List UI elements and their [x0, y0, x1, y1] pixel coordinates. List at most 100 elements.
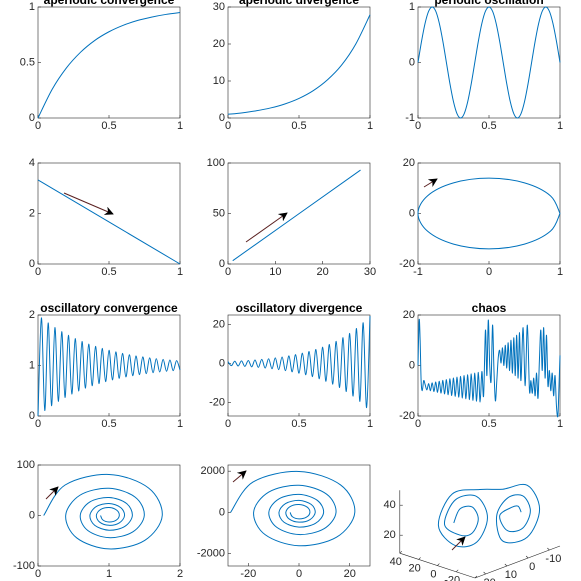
y-tick — [483, 571, 486, 575]
x-tick-label: 0.5 — [101, 418, 116, 430]
x-tick-label: 20 — [408, 562, 420, 574]
axes-box — [227, 314, 371, 417]
arrow — [423, 178, 438, 188]
x-tick-label: 0 — [486, 266, 492, 278]
y-tick-label: 1 — [409, 1, 415, 13]
data-line — [417, 177, 561, 250]
data-line — [37, 317, 181, 417]
y-tick-label: 100 — [207, 157, 225, 169]
x-tick-label: 0.5 — [481, 418, 496, 430]
y-tick-label: 10 — [213, 75, 225, 87]
x-tick — [418, 557, 421, 560]
y-tick-label: 2 — [29, 309, 35, 321]
y-tick-label: 0.5 — [20, 56, 35, 68]
y-tick-label: -20 — [399, 410, 415, 422]
arrow — [245, 212, 288, 243]
x-tick-label: 0 — [225, 120, 231, 132]
x-tick-label: 20 — [317, 266, 329, 278]
y-tick-label: -20 — [209, 396, 225, 408]
x-tick-label: 2 — [177, 568, 183, 580]
x-tick-label: 0 — [35, 568, 41, 580]
y-tick-label: 2 — [29, 207, 35, 219]
y-tick-label: 30 — [213, 1, 225, 13]
x-tick-label: 1 — [367, 120, 373, 132]
x-tick-label: 1 — [177, 266, 183, 278]
y-tick-label: 0 — [219, 357, 225, 369]
z-tick-label: 40 — [384, 499, 396, 511]
data-line — [37, 179, 181, 265]
y-tick — [504, 563, 508, 567]
axes-box — [227, 464, 371, 567]
subplot-title: periodic oscillation — [434, 0, 543, 7]
x-tick-label: 30 — [364, 266, 376, 278]
x-tick — [455, 569, 459, 573]
x-tick-label: 0 — [415, 120, 421, 132]
x-tick-label: -1 — [413, 266, 423, 278]
y-tick — [547, 547, 550, 551]
x-tick-label: 1 — [557, 266, 563, 278]
x-tick-label: -20 — [444, 575, 460, 581]
data-line — [230, 470, 356, 547]
data-line — [417, 318, 561, 418]
axes-box — [417, 162, 561, 265]
x-tick-label: 20 — [344, 568, 356, 580]
y-tick-label: 2000 — [201, 465, 225, 477]
x-tick-label: 0 — [296, 568, 302, 580]
y-tick-label: -20 — [399, 258, 415, 270]
y-tick-label: 0 — [29, 112, 35, 124]
arrow — [45, 486, 59, 500]
subplot-title: oscillatory convergence — [40, 301, 178, 315]
x-tick — [437, 563, 440, 566]
y-tick-label: 20 — [484, 577, 496, 581]
x-tick-label: -20 — [240, 568, 256, 580]
y-tick-label: 0 — [529, 561, 535, 573]
data-line — [37, 12, 181, 119]
arrow — [232, 470, 247, 483]
y-tick-label: -100 — [13, 560, 35, 572]
x-tick-label: 40 — [390, 556, 402, 568]
x-tick-label: 0.5 — [101, 266, 116, 278]
x-tick-label: 1 — [106, 568, 112, 580]
subplot-title: aperiodic divergence — [239, 0, 359, 7]
y-tick-label: 0 — [29, 410, 35, 422]
axis-line — [474, 545, 561, 579]
x-tick-label: 1 — [177, 120, 183, 132]
y-tick-label: 50 — [213, 207, 225, 219]
x-tick-label: 0 — [430, 569, 436, 581]
axes-box — [37, 6, 181, 119]
y-tick — [525, 555, 529, 559]
y-tick-label: 4 — [29, 157, 35, 169]
y-tick-label: 0 — [409, 56, 415, 68]
y-tick-label: 20 — [403, 157, 415, 169]
axes-box — [37, 162, 181, 265]
x-tick-label: 0 — [415, 418, 421, 430]
axes-box — [37, 314, 181, 417]
x-tick-label: 1 — [367, 418, 373, 430]
annotations — [45, 178, 466, 551]
axes-box — [37, 464, 181, 567]
y-tick-label: 0 — [29, 258, 35, 270]
data-line — [227, 14, 371, 115]
y-tick-label: -10 — [545, 553, 561, 565]
axes-box — [227, 6, 371, 119]
y-tick-label: 20 — [213, 38, 225, 50]
y-tick-label: 1 — [29, 359, 35, 371]
subplot-title: aperiodic convergence — [44, 0, 175, 7]
x-tick-label: 0.5 — [101, 120, 116, 132]
arrow — [451, 536, 466, 551]
x-tick-label: 0.5 — [481, 120, 496, 132]
y-tick-label: -1 — [405, 112, 415, 124]
data-line — [43, 473, 163, 550]
subplot-title: oscillatory divergence — [236, 301, 363, 315]
z-tick-label: 20 — [384, 529, 396, 541]
y-tick-label: -2000 — [197, 548, 225, 560]
x-tick-label: 0 — [35, 120, 41, 132]
y-tick-label: 20 — [403, 309, 415, 321]
x-tick-label: 0 — [35, 418, 41, 430]
x-tick-label: 0 — [225, 418, 231, 430]
x-tick-label: 10 — [269, 266, 281, 278]
y-tick-label: 0 — [409, 207, 415, 219]
subplot-title: chaos — [472, 301, 507, 315]
axes-box — [417, 6, 561, 119]
